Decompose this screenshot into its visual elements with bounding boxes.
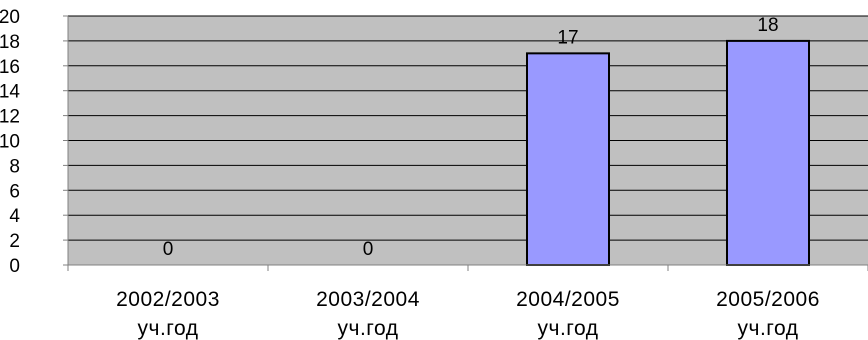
x-tick-label: уч.год — [538, 317, 599, 340]
y-tick-labels: 0 2 4 6 8 10 12 14 16 18 20 — [0, 7, 20, 277]
y-tick-label: 2 — [9, 231, 20, 252]
x-tick-label: 2002/2003 — [116, 288, 220, 311]
x-tick-label: уч.год — [338, 317, 399, 340]
y-tick-label: 6 — [9, 181, 20, 202]
x-tick-labels: 2002/2003 уч.год 2003/2004 уч.год 2004/2005 у… — [116, 288, 820, 340]
data-label: 0 — [163, 239, 174, 260]
data-label: 17 — [557, 27, 578, 48]
y-tick-label: 12 — [0, 107, 20, 128]
data-label: 18 — [757, 15, 778, 36]
y-tick-label: 16 — [0, 57, 20, 78]
axes — [63, 15, 868, 271]
y-tick-label: 20 — [0, 7, 20, 28]
data-label: 0 — [363, 239, 374, 260]
bar — [726, 39, 810, 267]
y-tick-label: 10 — [0, 132, 20, 153]
x-tick-label: уч.год — [138, 317, 199, 340]
x-tick-label: уч.год — [738, 317, 799, 340]
bar — [526, 52, 610, 266]
y-tick-label: 14 — [0, 82, 20, 103]
x-tick-label: 2004/2005 — [516, 288, 620, 311]
y-tick-label: 8 — [9, 156, 20, 177]
y-tick-label: 4 — [9, 206, 20, 227]
y-tick-label: 18 — [0, 32, 20, 53]
bars — [526, 39, 810, 267]
x-tick-label: 2003/2004 — [316, 288, 420, 311]
data-labels: 0 0 17 18 — [163, 15, 779, 260]
y-tick-label: 0 — [9, 256, 20, 277]
x-tick-label: 2005/2006 — [716, 288, 820, 311]
